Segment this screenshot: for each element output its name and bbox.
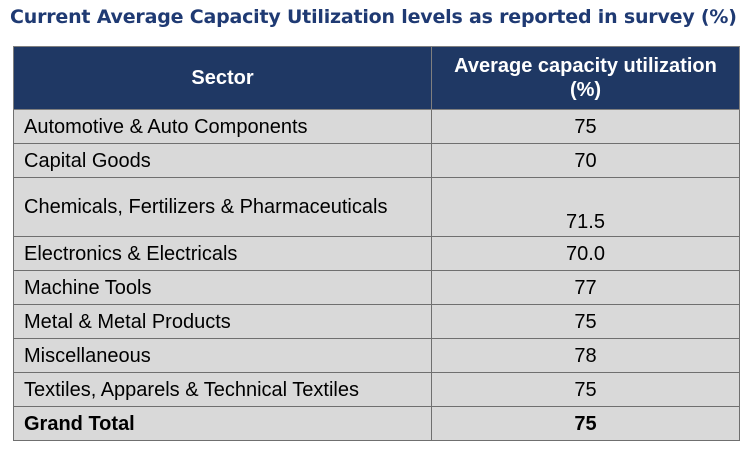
table-row: Chemicals, Fertilizers & Pharmaceuticals… xyxy=(13,177,740,237)
table-title: Current Average Capacity Utilization lev… xyxy=(10,6,737,28)
sector-cell: Machine Tools xyxy=(13,270,432,305)
grand-total-value: 75 xyxy=(431,406,740,441)
sector-cell: Miscellaneous xyxy=(13,338,432,373)
sector-cell: Metal & Metal Products xyxy=(13,304,432,339)
table-row: Metal & Metal Products 75 xyxy=(13,304,740,339)
header-row: Sector Average capacity utilization (%) xyxy=(13,46,740,110)
grand-total-row: Grand Total 75 xyxy=(13,406,740,441)
sector-column-header: Sector xyxy=(13,46,432,110)
table-row: Miscellaneous 78 xyxy=(13,338,740,373)
sector-cell: Electronics & Electricals xyxy=(13,236,432,271)
table-row: Capital Goods 70 xyxy=(13,143,740,178)
sector-cell: Chemicals, Fertilizers & Pharmaceuticals xyxy=(13,177,432,237)
value-cell: 75 xyxy=(431,304,740,339)
grand-total-label: Grand Total xyxy=(13,406,432,441)
table-row: Machine Tools 77 xyxy=(13,270,740,305)
value-cell: 70.0 xyxy=(431,236,740,271)
value-cell: 78 xyxy=(431,338,740,373)
value-cell: 70 xyxy=(431,143,740,178)
value-cell: 77 xyxy=(431,270,740,305)
sector-cell: Textiles, Apparels & Technical Textiles xyxy=(13,372,432,407)
value-cell: 75 xyxy=(431,372,740,407)
value-cell: 75 xyxy=(431,109,740,144)
sector-cell: Automotive & Auto Components xyxy=(13,109,432,144)
table-row: Electronics & Electricals 70.0 xyxy=(13,236,740,271)
utilization-column-header: Average capacity utilization (%) xyxy=(431,46,740,110)
value-cell: 71.5 xyxy=(431,177,740,237)
table-row: Automotive & Auto Components 75 xyxy=(13,109,740,144)
table-row: Textiles, Apparels & Technical Textiles … xyxy=(13,372,740,407)
capacity-utilization-table: Sector Average capacity utilization (%) … xyxy=(13,46,740,441)
sector-cell: Capital Goods xyxy=(13,143,432,178)
